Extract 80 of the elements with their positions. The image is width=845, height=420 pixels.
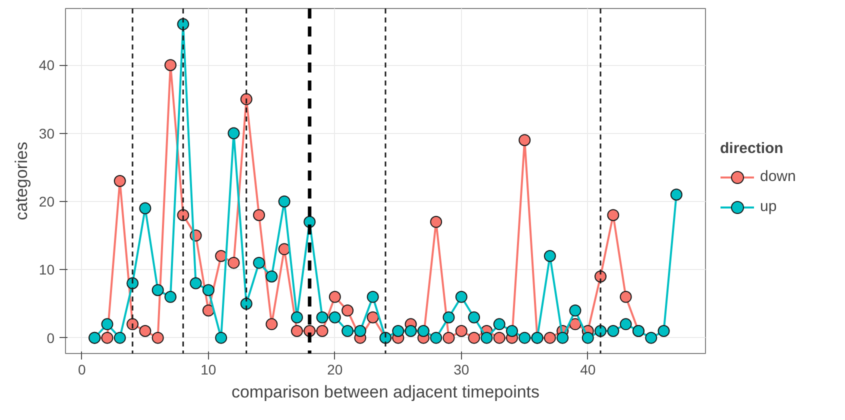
- point: [101, 318, 114, 330]
- point: [152, 284, 164, 296]
- legend-label: up: [760, 198, 778, 215]
- point: [354, 325, 366, 337]
- point: [366, 311, 379, 324]
- point: [607, 209, 620, 222]
- y-tick-label: 10: [38, 262, 55, 278]
- point: [480, 332, 493, 344]
- point: [190, 277, 202, 290]
- point: [645, 332, 658, 344]
- point: [101, 332, 114, 344]
- point: [430, 332, 442, 344]
- point: [582, 332, 594, 344]
- point: [468, 332, 480, 344]
- point: [328, 311, 341, 324]
- point: [228, 127, 240, 140]
- point: [266, 270, 278, 282]
- legend-title: direction: [720, 140, 784, 156]
- x-tick-label: 10: [200, 362, 216, 378]
- point: [455, 290, 468, 303]
- point: [152, 332, 164, 344]
- point: [114, 175, 126, 187]
- point: [253, 209, 266, 222]
- point: [430, 216, 442, 228]
- point: [392, 325, 404, 337]
- point: [215, 332, 228, 344]
- point: [290, 325, 303, 337]
- point: [290, 311, 303, 324]
- point: [569, 304, 582, 317]
- y-tick-label: 40: [38, 57, 55, 74]
- point: [468, 311, 480, 324]
- y-tick-label: 0: [46, 330, 55, 346]
- point: [164, 290, 176, 303]
- point: [164, 59, 176, 72]
- point: [620, 290, 632, 303]
- point: [240, 93, 252, 106]
- x-axis-title: comparison between adjacent timepoints: [231, 382, 540, 402]
- point: [266, 318, 278, 330]
- point: [139, 325, 152, 337]
- point: [328, 290, 341, 303]
- point: [620, 318, 632, 330]
- point: [366, 290, 379, 303]
- point: [493, 332, 506, 344]
- point: [342, 304, 354, 317]
- x-tick-label: 0: [78, 362, 86, 378]
- point: [316, 311, 328, 324]
- point: [139, 202, 152, 214]
- point: [202, 304, 214, 317]
- point: [442, 311, 455, 324]
- point: [278, 243, 290, 256]
- point: [455, 325, 468, 337]
- point: [316, 325, 328, 337]
- point: [228, 256, 240, 269]
- point: [278, 195, 290, 208]
- legend-label: down: [760, 168, 796, 185]
- point: [670, 188, 682, 201]
- point: [518, 134, 531, 146]
- point: [404, 325, 417, 337]
- point: [342, 325, 354, 337]
- point: [126, 318, 139, 330]
- point: [253, 256, 266, 269]
- point: [215, 250, 228, 262]
- point: [607, 325, 620, 337]
- point: [556, 332, 569, 344]
- x-tick-label: 20: [327, 362, 343, 378]
- point: [544, 250, 556, 262]
- x-tick-label: 40: [580, 362, 596, 378]
- point: [544, 332, 556, 344]
- point: [506, 325, 518, 337]
- point: [442, 332, 455, 344]
- point: [493, 318, 506, 330]
- point: [658, 325, 670, 337]
- y-tick-label: 30: [38, 125, 55, 142]
- point: [114, 332, 126, 344]
- y-axis-title: categories: [12, 142, 31, 220]
- y-tick-label: 20: [38, 193, 55, 210]
- point: [518, 332, 531, 344]
- point: [417, 325, 430, 337]
- point: [202, 284, 214, 296]
- x-tick-label: 30: [454, 362, 470, 378]
